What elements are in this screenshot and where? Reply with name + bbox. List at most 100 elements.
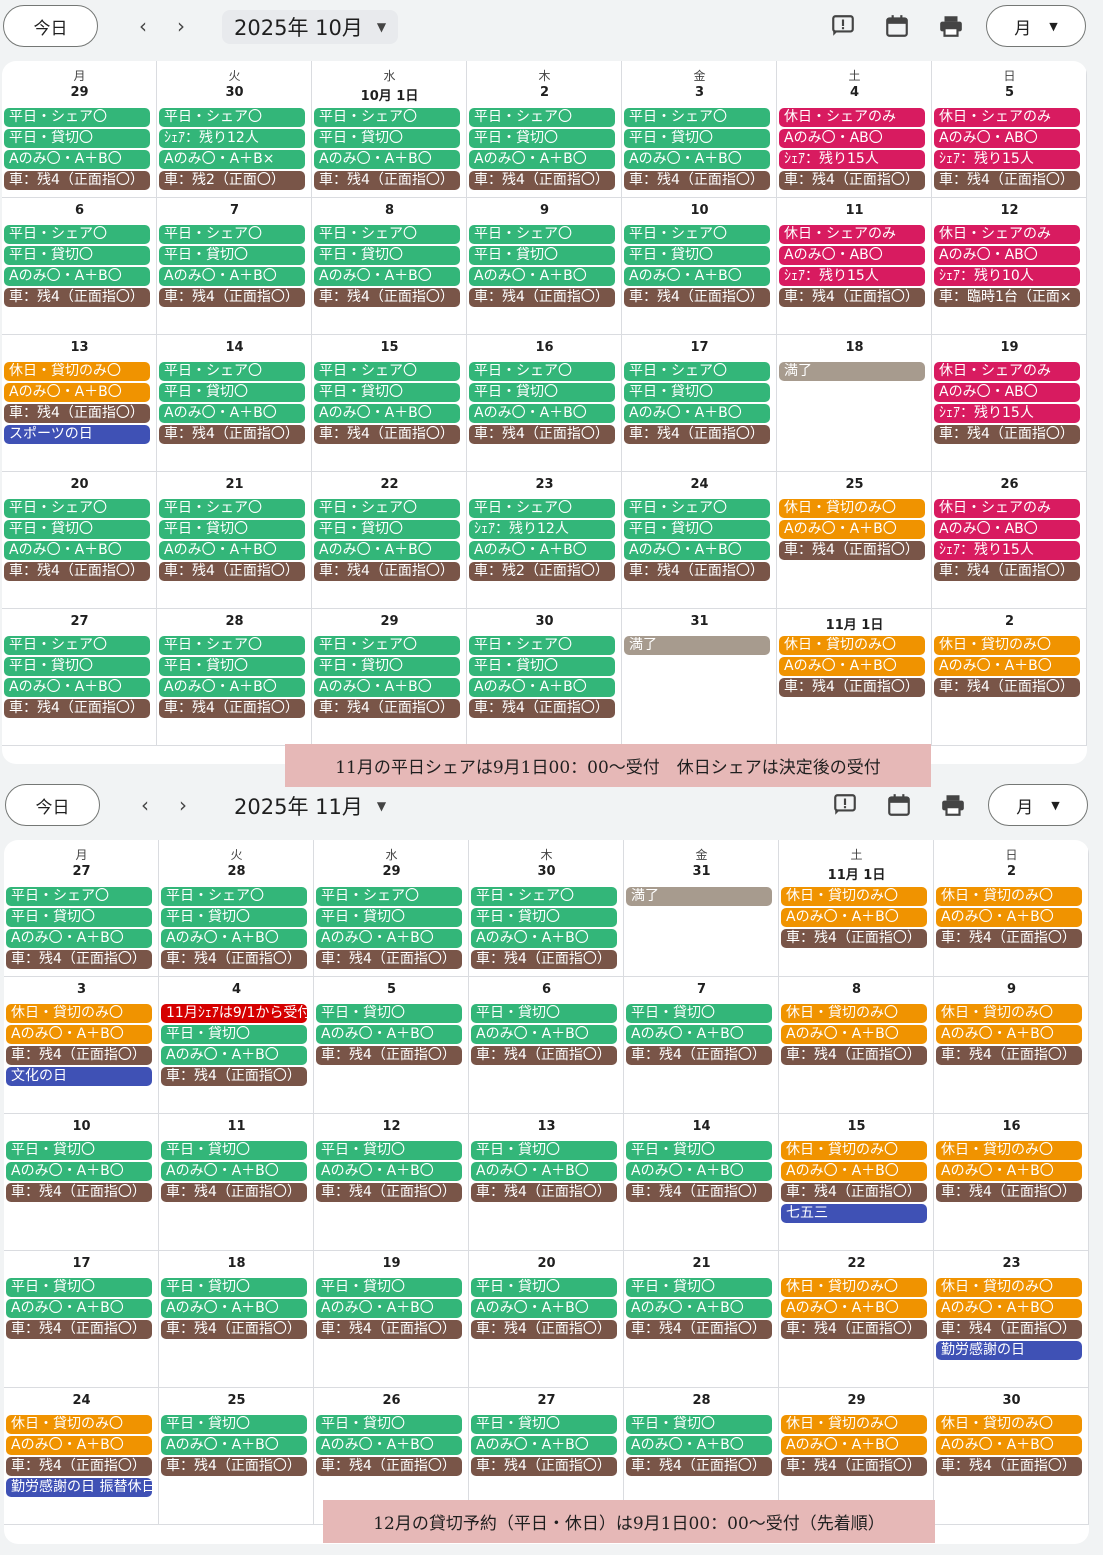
event-chip[interactable]: 平日・シェア〇 [316, 887, 462, 906]
event-chip[interactable]: 車：残4（正面指〇） [4, 404, 150, 423]
event-chip[interactable]: 車：残4（正面指〇） [624, 171, 770, 190]
day-cell[interactable] [779, 840, 934, 977]
event-chip[interactable]: 平日・貸切〇 [469, 129, 615, 148]
event-chip[interactable]: 平日・貸切〇 [4, 657, 150, 676]
event-chip[interactable]: 満了 [779, 362, 925, 381]
day-cell[interactable] [622, 335, 777, 472]
event-chip[interactable]: ｼｪｱ：残り15人 [934, 404, 1080, 423]
event-chip[interactable]: 車：残4（正面指〇） [624, 425, 770, 444]
event-chip[interactable]: Aのみ〇・A＋B〇 [471, 1025, 617, 1044]
day-number[interactable]: 13 [70, 340, 89, 355]
day-number[interactable]: 29 [847, 1393, 866, 1408]
event-chip[interactable]: Aのみ〇・A＋B〇 [626, 1162, 772, 1181]
event-chip[interactable]: Aのみ〇・A＋B〇 [4, 150, 150, 169]
event-chip[interactable]: 休日・貸切のみ〇 [936, 1278, 1082, 1297]
day-number[interactable]: 3 [76, 982, 87, 997]
event-chip[interactable]: 車：残4（正面指〇） [469, 171, 615, 190]
event-chip[interactable]: 車：残4（正面指〇） [469, 288, 615, 307]
day-cell[interactable] [2, 609, 157, 746]
day-cell[interactable] [469, 840, 624, 977]
event-chip[interactable]: 休日・貸切のみ〇 [934, 636, 1080, 655]
day-number[interactable]: 27 [72, 864, 91, 879]
event-chip[interactable]: 車：残4（正面指〇） [314, 699, 460, 718]
event-chip[interactable]: Aのみ〇・A＋B〇 [471, 1436, 617, 1455]
today-button[interactable]: 今日 [3, 5, 98, 47]
day-cell[interactable] [157, 198, 312, 335]
event-chip[interactable]: 車：残4（正面指〇） [471, 1046, 617, 1065]
event-chip[interactable]: 車：残4（正面指〇） [161, 1067, 307, 1086]
day-number[interactable]: 5 [386, 982, 397, 997]
event-chip[interactable]: Aのみ〇・A＋B〇 [314, 267, 460, 286]
event-chip[interactable]: 車：残4（正面指〇） [936, 1457, 1082, 1476]
day-cell[interactable] [314, 1114, 469, 1251]
day-number[interactable]: 2 [1004, 614, 1015, 629]
event-chip[interactable]: ｼｪｱ：残り15人 [779, 267, 925, 286]
event-chip[interactable]: 車：残4（正面指〇） [779, 678, 925, 697]
event-chip[interactable]: 休日・貸切のみ〇 [6, 1004, 152, 1023]
event-chip[interactable]: 平日・シェア〇 [469, 362, 615, 381]
event-chip[interactable]: 車：残4（正面指〇） [471, 1320, 617, 1339]
event-chip[interactable]: Aのみ〇・A＋B〇 [161, 929, 307, 948]
day-cell[interactable] [467, 472, 622, 609]
event-chip[interactable]: Aのみ〇・A＋B〇 [316, 1436, 462, 1455]
day-number[interactable]: 10 [72, 1119, 91, 1134]
event-chip[interactable]: Aのみ〇・A＋B〇 [624, 267, 770, 286]
event-chip[interactable]: 車：残4（正面指〇） [6, 1183, 152, 1202]
day-cell[interactable] [159, 1388, 314, 1525]
day-cell[interactable] [622, 472, 777, 609]
event-chip[interactable]: 車：残4（正面指〇） [624, 288, 770, 307]
event-chip[interactable]: 平日・貸切〇 [316, 1004, 462, 1023]
event-chip[interactable]: Aのみ〇・A＋B〇 [316, 1025, 462, 1044]
event-chip[interactable]: 車：残4（正面指〇） [781, 1320, 927, 1339]
day-cell[interactable] [157, 472, 312, 609]
event-chip[interactable]: 11月ｼｪｱは9/1から受付 [161, 1004, 307, 1023]
day-cell[interactable] [777, 472, 932, 609]
event-chip[interactable]: 車：残4（正面指〇） [316, 950, 462, 969]
day-number[interactable]: 20 [70, 477, 89, 492]
event-chip[interactable]: 休日・貸切のみ〇 [4, 362, 150, 381]
day-number[interactable]: 16 [535, 340, 554, 355]
event-chip[interactable]: 平日・シェア〇 [159, 636, 305, 655]
event-chip[interactable]: 平日・シェア〇 [4, 225, 150, 244]
event-chip[interactable]: 車：残4（正面指〇） [936, 1046, 1082, 1065]
event-chip[interactable]: Aのみ〇・A＋B〇 [781, 1436, 927, 1455]
event-chip[interactable]: Aのみ〇・A＋B〇 [936, 1025, 1082, 1044]
day-cell[interactable] [157, 61, 312, 198]
event-chip[interactable]: 平日・貸切〇 [624, 129, 770, 148]
event-chip[interactable]: 車：残4（正面指〇） [161, 1183, 307, 1202]
day-cell[interactable] [779, 977, 934, 1114]
event-chip[interactable]: 休日・貸切のみ〇 [781, 1415, 927, 1434]
event-chip[interactable]: 休日・貸切のみ〇 [936, 1415, 1082, 1434]
calendar-icon[interactable] [884, 13, 910, 39]
event-chip[interactable]: 平日・貸切〇 [626, 1278, 772, 1297]
event-chip[interactable]: 休日・シェアのみ [934, 225, 1080, 244]
day-cell[interactable] [4, 840, 159, 977]
day-number[interactable]: 30 [225, 85, 244, 100]
day-number[interactable]: 2 [1006, 864, 1017, 879]
event-chip[interactable]: 車：残4（正面指〇） [6, 950, 152, 969]
event-chip[interactable]: 平日・貸切〇 [626, 1004, 772, 1023]
event-chip[interactable]: Aのみ〇・A＋B〇 [314, 678, 460, 697]
feedback-icon[interactable] [830, 13, 856, 39]
event-chip[interactable]: Aのみ〇・A＋B〇 [161, 1162, 307, 1181]
event-chip[interactable]: Aのみ〇・A＋B〇 [6, 1025, 152, 1044]
day-number[interactable]: 4 [231, 982, 242, 997]
event-chip[interactable]: Aのみ〇・A＋B〇 [471, 1299, 617, 1318]
event-chip[interactable]: 車：残4（正面指〇） [934, 171, 1080, 190]
day-cell[interactable] [469, 1114, 624, 1251]
day-cell[interactable] [159, 1114, 314, 1251]
event-chip[interactable]: 休日・シェアのみ [934, 108, 1080, 127]
event-chip[interactable]: 平日・貸切〇 [314, 129, 460, 148]
event-chip[interactable]: 車：残4（正面指〇） [4, 699, 150, 718]
event-chip[interactable]: Aのみ〇・A＋B〇 [4, 678, 150, 697]
day-number[interactable]: 30 [535, 614, 554, 629]
event-chip[interactable]: 車：残2（正面指〇） [469, 562, 615, 581]
event-chip[interactable]: Aのみ〇・A＋B〇 [936, 908, 1082, 927]
event-chip[interactable]: 平日・貸切〇 [316, 1141, 462, 1160]
day-number[interactable]: 11 [227, 1119, 246, 1134]
event-chip[interactable]: Aのみ〇・A＋B〇 [936, 1436, 1082, 1455]
event-chip[interactable]: Aのみ〇・A＋B〇 [6, 1162, 152, 1181]
day-number[interactable]: 2 [539, 85, 550, 100]
day-number[interactable]: 5 [1004, 85, 1015, 100]
event-chip[interactable]: 休日・貸切のみ〇 [781, 1278, 927, 1297]
